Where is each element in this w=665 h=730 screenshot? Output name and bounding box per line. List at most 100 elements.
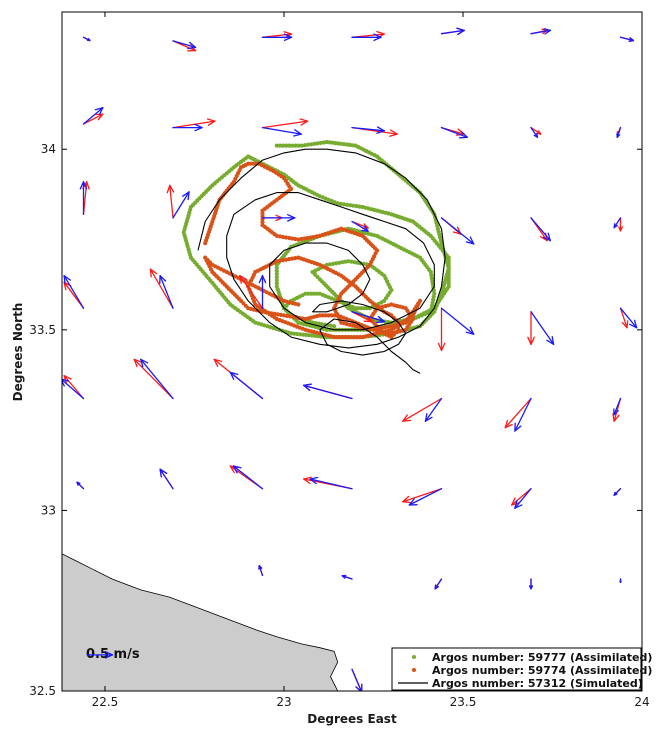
model-velocity-arrow-shaft xyxy=(82,113,104,125)
trajectory-point xyxy=(446,278,451,283)
trajectory-point xyxy=(288,314,293,319)
model-velocity-arrow xyxy=(149,268,174,309)
legend-label: Argos number: 59777 (Assimilated) xyxy=(432,651,652,664)
observed-velocity-arrow xyxy=(82,107,104,125)
trajectory-3 xyxy=(197,148,446,374)
y-axis-label: Degrees North xyxy=(11,303,25,402)
observed-velocity-arrow-shaft xyxy=(261,126,302,135)
trajectory-point xyxy=(328,323,334,328)
trajectory-point xyxy=(296,143,301,148)
trajectory-point xyxy=(274,233,279,238)
observed-velocity-arrow xyxy=(530,217,551,242)
observed-velocity-arrow xyxy=(261,126,302,137)
observed-velocity-arrow xyxy=(619,36,635,42)
trajectory-point xyxy=(281,313,287,318)
observed-velocity-arrow-head xyxy=(469,326,475,335)
observed-velocity-arrow-head xyxy=(309,478,317,485)
trajectory-point xyxy=(321,140,326,145)
observed-velocity-arrow-head xyxy=(469,236,475,245)
trajectory-point xyxy=(277,143,282,148)
observed-velocity-arrow-head xyxy=(542,236,551,242)
model-velocity-arrow-shaft xyxy=(530,126,542,135)
observed-velocity-arrow-shaft xyxy=(351,311,385,323)
model-velocity-arrow-shaft xyxy=(133,358,174,400)
trajectory-point xyxy=(355,260,360,265)
trajectory-point xyxy=(306,142,311,147)
observed-velocity-arrow xyxy=(619,578,622,583)
model-velocity-arrow-head xyxy=(389,129,398,135)
legend-entry: Argos number: 57312 (Simulated) xyxy=(398,677,643,690)
observed-velocity-arrow-head xyxy=(376,130,385,134)
observed-velocity-arrow-head xyxy=(613,493,618,496)
observed-velocity-arrow-shaft xyxy=(159,468,174,490)
observed-velocity-arrow-head xyxy=(514,425,522,432)
model-velocity-arrow-head xyxy=(86,181,90,190)
observed-velocity-arrow-head xyxy=(629,37,635,42)
observed-velocity-arrow-head xyxy=(232,465,242,469)
trajectory-point xyxy=(446,272,451,277)
observed-velocity-arrow xyxy=(82,36,91,42)
trajectory-point xyxy=(260,220,265,225)
x-axis: 22.5 23 23.5 24 xyxy=(92,12,650,709)
observed-velocity-arrow-head xyxy=(140,358,149,364)
y-tick-label: 34 xyxy=(41,142,56,156)
model-velocity-arrow-head xyxy=(169,184,175,193)
legend-entry: Argos number: 59774 (Assimilated) xyxy=(412,664,652,677)
observed-velocity-arrow-head xyxy=(194,123,203,129)
observed-velocity-arrow-head xyxy=(363,225,369,232)
observed-velocity-arrow-head xyxy=(375,320,385,324)
observed-velocity-arrow-head xyxy=(187,46,197,50)
observed-velocity-arrow-head xyxy=(543,28,551,32)
model-velocity-arrow-head xyxy=(213,358,219,367)
observed-velocity-arrow-head xyxy=(408,498,415,506)
trajectory-point xyxy=(284,143,289,148)
x-tick-label: 24 xyxy=(634,695,649,709)
observed-velocity-arrow xyxy=(434,578,443,590)
observed-velocity-arrow-head xyxy=(159,275,167,282)
observed-velocity-arrow xyxy=(408,488,443,506)
land-layer xyxy=(62,553,339,691)
observed-velocity-arrow-head xyxy=(341,575,346,579)
observed-velocity-arrow-head xyxy=(293,133,302,137)
observed-velocity-arrow xyxy=(613,397,622,416)
model-velocity-arrow-head xyxy=(612,412,615,422)
trajectory-point xyxy=(320,313,325,318)
trajectory-point xyxy=(357,204,362,209)
model-velocity-arrow-head xyxy=(283,31,293,35)
observed-velocity-arrow-head xyxy=(159,468,162,478)
model-velocity-arrow xyxy=(504,397,532,429)
model-velocity-arrow-head xyxy=(619,226,623,232)
trajectory-point xyxy=(351,203,356,208)
model-velocity-arrow xyxy=(166,184,175,219)
observed-velocity-arrow-head xyxy=(63,275,72,281)
observed-velocity-arrow-head xyxy=(633,319,638,329)
observed-velocity-arrow xyxy=(79,181,88,215)
observed-velocity-arrow xyxy=(76,481,85,490)
observed-velocity-arrow-shaft xyxy=(613,217,622,229)
observed-velocity-arrow-head xyxy=(616,134,621,138)
observed-velocity-arrow xyxy=(530,311,555,345)
model-velocity-arrow-shaft xyxy=(169,184,174,219)
observed-velocity-arrow xyxy=(529,578,533,590)
observed-velocity-arrow-head xyxy=(377,315,385,323)
model-velocity-arrow-head xyxy=(363,223,369,229)
observed-velocity-arrow-head xyxy=(424,416,433,422)
observed-velocity-arrow-shaft xyxy=(530,311,555,345)
observed-velocity-arrow-head xyxy=(465,241,475,245)
observed-velocity-arrow-head xyxy=(461,131,468,138)
observed-velocity-arrow-head xyxy=(87,38,91,42)
scale-vector-head xyxy=(104,651,114,656)
trajectory-point xyxy=(277,258,282,263)
observed-velocity-arrow-head xyxy=(536,132,539,138)
observed-velocity-arrow xyxy=(351,220,369,232)
observed-velocity-arrow xyxy=(261,214,296,222)
model-velocity-arrow xyxy=(402,488,443,504)
observed-velocity-arrow-head xyxy=(424,413,428,422)
observed-velocity-arrow-head xyxy=(613,410,619,416)
model-velocity-arrow xyxy=(402,397,443,422)
model-velocity-arrow-head xyxy=(452,231,462,235)
y-tick-label: 33 xyxy=(41,503,56,517)
model-velocity-arrow-head xyxy=(402,419,412,422)
legend-marker xyxy=(412,668,416,672)
